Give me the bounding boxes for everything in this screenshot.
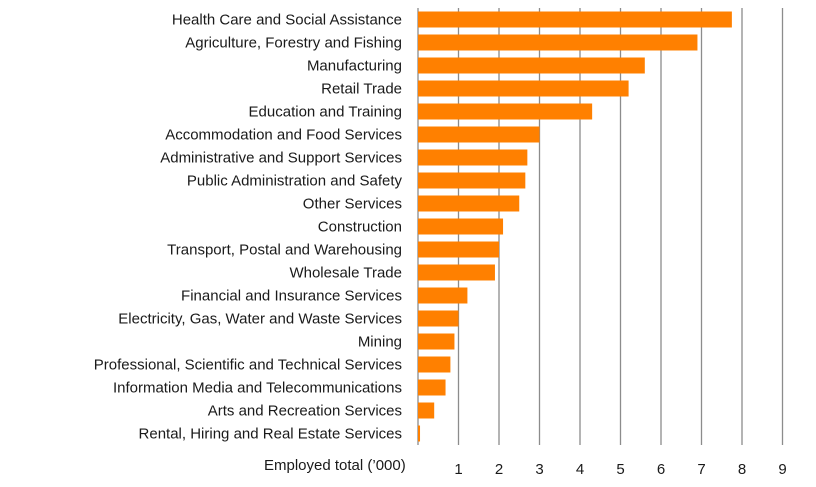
category-label: Professional, Scientific and Technical S… — [94, 357, 402, 374]
category-label: Public Administration and Safety — [187, 173, 403, 190]
category-label: Manufacturing — [307, 58, 402, 75]
bar — [418, 264, 495, 281]
bar — [418, 172, 526, 189]
x-tick-label: 6 — [657, 461, 665, 478]
bar — [418, 356, 451, 373]
category-label: Administrative and Support Services — [160, 150, 402, 167]
category-label: Information Media and Telecommunications — [113, 380, 402, 397]
category-label: Transport, Postal and Warehousing — [167, 242, 402, 259]
bar — [418, 80, 629, 97]
bars — [418, 11, 732, 442]
category-labels: Health Care and Social Assistance Agricul… — [94, 12, 403, 443]
category-label: Mining — [358, 334, 402, 351]
x-axis-title: Employed total (’000) — [264, 457, 406, 474]
bar — [418, 34, 698, 51]
category-label: Rental, Hiring and Real Estate Services — [139, 426, 402, 443]
x-tick-labels: 1 2 3 4 5 6 7 8 9 — [454, 461, 786, 478]
bar — [418, 310, 459, 327]
category-label: Arts and Recreation Services — [208, 403, 402, 420]
x-tick-label: 2 — [495, 461, 503, 478]
x-tick-label: 3 — [535, 461, 543, 478]
x-tick-label: 4 — [576, 461, 584, 478]
bar — [418, 241, 499, 258]
bar — [418, 149, 528, 166]
category-label: Wholesale Trade — [289, 265, 402, 282]
bar — [418, 425, 421, 442]
bar — [418, 333, 455, 350]
bar — [418, 11, 732, 28]
bar — [418, 195, 520, 212]
category-label: Accommodation and Food Services — [165, 127, 402, 144]
category-label: Other Services — [303, 196, 402, 213]
category-label: Retail Trade — [321, 81, 402, 98]
category-label: Health Care and Social Assistance — [172, 12, 402, 29]
x-tick-label: 1 — [454, 461, 462, 478]
category-label: Agriculture, Forestry and Fishing — [185, 35, 402, 52]
x-tick-label: 5 — [616, 461, 624, 478]
x-tick-label: 9 — [778, 461, 786, 478]
x-tick-label: 8 — [738, 461, 746, 478]
bar — [418, 402, 435, 419]
bar — [418, 57, 645, 74]
category-label: Education and Training — [249, 104, 402, 121]
bar — [418, 103, 593, 120]
x-tick-label: 7 — [697, 461, 705, 478]
bar — [418, 126, 540, 143]
category-label: Construction — [318, 219, 402, 236]
bar — [418, 218, 504, 235]
category-label: Financial and Insurance Services — [181, 288, 402, 305]
bar — [418, 287, 468, 304]
bar — [418, 379, 446, 396]
category-label: Electricity, Gas, Water and Waste Servic… — [118, 311, 402, 328]
